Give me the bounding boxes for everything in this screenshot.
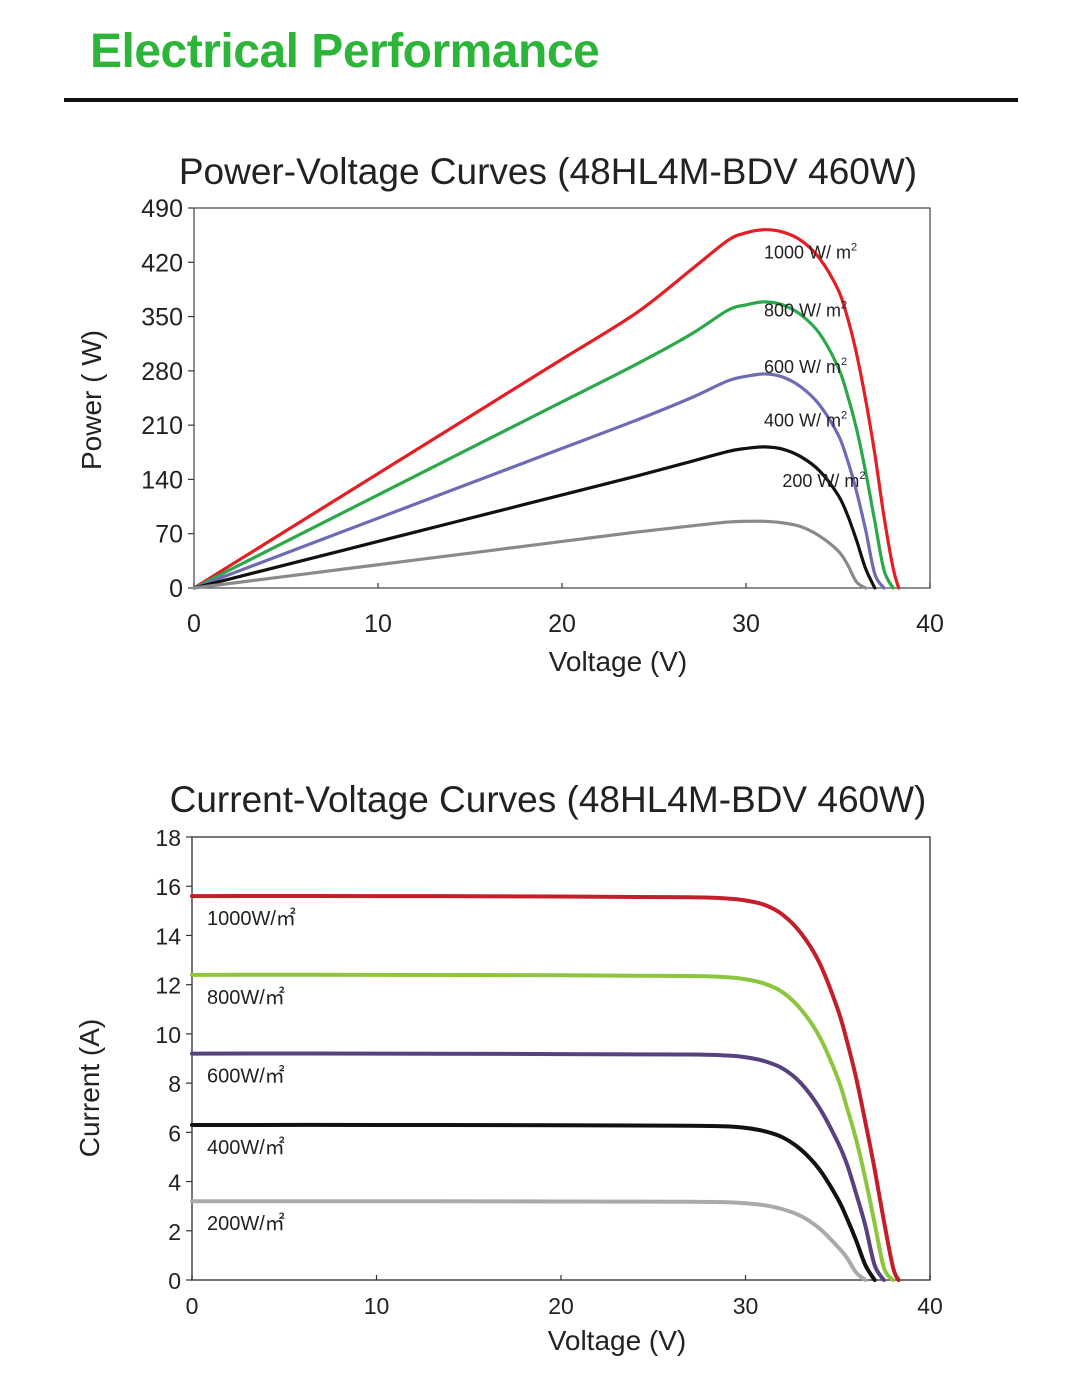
pv-series-label: 400 W/ m2 [764,410,847,431]
pv-series-label: 200 W/ m2 [782,470,865,491]
pv-series-label: 800 W/ m2 [764,300,847,321]
iv-x-axis-label: Voltage (V) [548,1325,687,1356]
iv-plot-frame [191,836,931,1281]
iv-x-tick-label: 40 [917,1293,943,1319]
pv-y-axis-label: Power ( W) [76,330,107,470]
pv-y-tick-label: 420 [141,249,183,277]
power-voltage-chart: Power-Voltage Curves (48HL4M-BDV 460W) V… [76,151,944,677]
iv-x-tick-label: 10 [364,1293,390,1319]
iv-y-tick-label: 4 [168,1170,181,1196]
pv-series-line [192,372,886,590]
iv-series-label: 1000W/㎡ [207,906,296,930]
iv-y-axis-label: Current (A) [74,1019,105,1157]
pv-x-axis-label: Voltage (V) [549,646,688,677]
pv-series-line [192,300,895,590]
iv-series-label: 400W/㎡ [207,1135,285,1159]
iv-series-line [190,972,896,1282]
iv-y-tick-label: 6 [168,1120,181,1146]
iv-series-line [190,1199,868,1282]
pv-y-tick-label: 350 [141,304,183,332]
iv-series-line [190,1122,877,1282]
pv-series-line [192,445,877,590]
pv-y-tick-label: 0 [169,575,183,603]
iv-y-tick-label: 10 [155,1022,181,1048]
pv-series-line [192,228,901,590]
iv-y-tick-label: 16 [155,874,181,900]
iv-y-tick-label: 12 [155,973,181,999]
iv-series-label: 800W/㎡ [207,985,285,1009]
pv-x-tick-label: 0 [187,610,201,638]
iv-x-tick-label: 0 [186,1293,199,1319]
pv-y-tick-label: 140 [141,466,183,494]
pv-y-tick-label: 70 [155,521,183,549]
pv-x-tick-label: 10 [364,610,392,638]
iv-y-tick-label: 18 [155,825,181,851]
iv-y-tick-label: 0 [168,1268,181,1294]
pv-series-label: 600 W/ m2 [764,356,847,377]
pv-x-tick-label: 40 [916,610,944,638]
pv-y-tick-label: 490 [141,195,183,223]
pv-x-tick-label: 30 [732,610,760,638]
pv-x-tick-label: 20 [548,610,576,638]
pv-series-line [192,519,868,590]
iv-series-label: 200W/㎡ [207,1211,285,1235]
pv-y-tick-label: 210 [141,412,183,440]
heading-rule [64,98,1018,102]
page-heading: Electrical Performance [90,25,600,78]
pv-chart-title: Power-Voltage Curves (48HL4M-BDV 460W) [179,151,917,192]
iv-series-line [190,894,901,1282]
iv-series-line [190,1051,886,1282]
iv-x-tick-label: 30 [733,1293,759,1319]
iv-x-tick-label: 20 [548,1293,574,1319]
iv-chart-title: Current-Voltage Curves (48HL4M-BDV 460W) [170,779,927,820]
iv-y-tick-label: 2 [168,1219,181,1245]
iv-series-label: 600W/㎡ [207,1064,285,1088]
pv-y-tick-label: 280 [141,358,183,386]
pv-series-label: 1000 W/ m2 [764,241,857,262]
iv-y-tick-label: 14 [155,923,181,949]
iv-y-tick-label: 8 [168,1071,181,1097]
current-voltage-chart: Current-Voltage Curves (48HL4M-BDV 460W)… [74,779,943,1356]
